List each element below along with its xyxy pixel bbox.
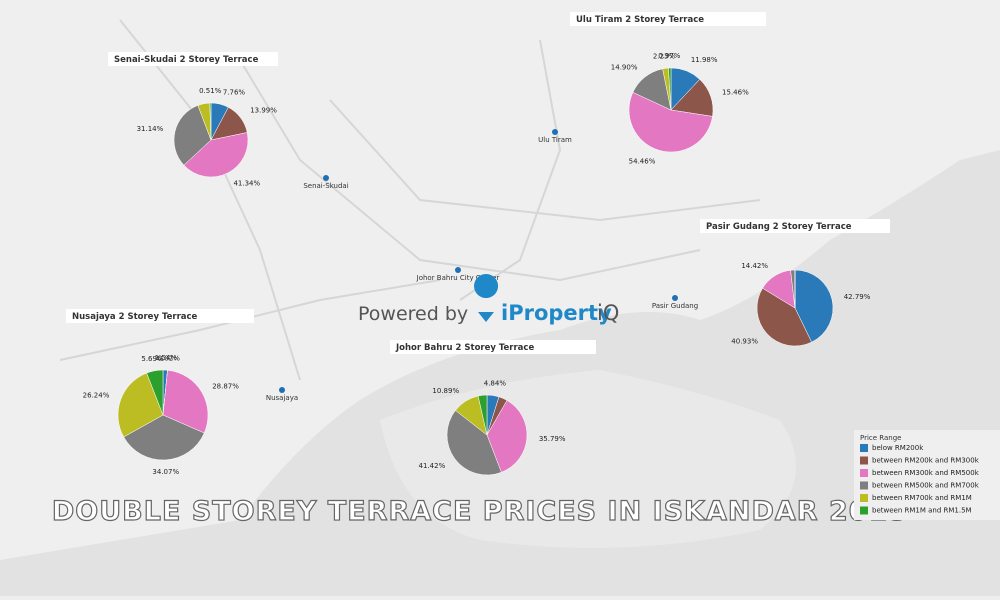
legend-title: Price Range <box>860 434 902 442</box>
legend-box <box>854 430 1000 520</box>
legend-swatch <box>860 494 868 502</box>
pie-value-label: 0.02% <box>158 354 181 362</box>
pie-value-label: 1.54% <box>155 354 178 362</box>
pie-slice <box>123 414 205 461</box>
pie-value-label: 11.98% <box>691 56 718 64</box>
pie-value-label: 54.46% <box>629 158 656 166</box>
legend-swatch <box>860 456 868 465</box>
legend-label: below RM200k <box>872 444 924 452</box>
pie-slice <box>477 394 488 436</box>
pie-title: Pasir Gudang 2 Storey Terrace <box>706 222 852 232</box>
pie-value-label: 42.79% <box>844 293 871 301</box>
place-dot <box>552 129 558 135</box>
pie-value-label: 14.90% <box>611 64 638 72</box>
pie-title: Johor Bahru 2 Storey Terrace <box>395 343 534 353</box>
pie-value-label: 15.46% <box>722 88 749 96</box>
brand-suffix: iQ <box>597 301 619 325</box>
legend-swatch <box>860 444 868 452</box>
pie-title: Nusajaya 2 Storey Terrace <box>72 312 198 322</box>
pie-value-label: 26.24% <box>83 392 110 400</box>
place-labels: Ulu Tiram Senai-Skudai Johor Bahru City Ce… <box>266 129 698 402</box>
legend-label: between RM700k and RM1M <box>872 494 972 502</box>
pie-slice <box>162 369 209 434</box>
pie-slice <box>173 105 212 166</box>
pie-value-label: 10.89% <box>432 387 459 395</box>
brand: iProperty <box>501 301 612 325</box>
pie-slice <box>794 269 834 343</box>
pie-value-label: 41.42% <box>419 462 446 470</box>
pie-title-box <box>66 309 254 323</box>
pie-slice <box>668 67 672 111</box>
legend-label: between RM1M and RM1.5M <box>872 507 972 515</box>
pie-slice <box>146 369 164 416</box>
pie-value-label: 28.87% <box>212 382 239 390</box>
pie-value-label: 31.14% <box>137 125 164 133</box>
pie-value-label: 35.79% <box>539 435 566 443</box>
pie-slice <box>756 287 812 347</box>
legend-swatch <box>860 469 868 477</box>
pie-title: Senai-Skudai 2 Storey Terrace <box>114 55 259 65</box>
legend-label: between RM200k and RM300k <box>872 457 980 465</box>
powered-by: Powered by <box>358 303 468 325</box>
pie-value-label: 2.23% <box>653 52 676 60</box>
place-label: Pasir Gudang <box>652 302 698 310</box>
place-dot <box>323 175 329 181</box>
pie-value-label: 41.34% <box>233 180 260 188</box>
pie-value-label: 7.76% <box>223 88 246 96</box>
legend: Price Range below RM200k between RM200k a… <box>854 430 1000 520</box>
pie-slice <box>117 372 164 438</box>
pie-slice <box>446 410 502 476</box>
pie-slice <box>209 102 212 141</box>
pie-slice <box>628 92 713 153</box>
pie-value-label: 4.84% <box>484 380 507 388</box>
place-label: Nusajaya <box>266 394 298 402</box>
pie-charts: Senai-Skudai 2 Storey Terrace 7.76% 13.99%… <box>66 12 890 476</box>
map-title: DOUBLE STOREY TERRACE PRICES IN ISKANDAR… <box>52 496 908 527</box>
place-label: Ulu Tiram <box>538 136 572 144</box>
roads <box>59 19 761 381</box>
place-dot <box>279 387 285 393</box>
iproperty-logo <box>474 274 499 322</box>
pie-title-box <box>108 52 278 66</box>
place-label: Senai-Skudai <box>303 182 348 190</box>
place-dot <box>455 267 461 273</box>
pie-value-label: 13.99% <box>250 107 277 115</box>
pie-value-label: 0.97% <box>658 52 681 60</box>
pie-value-label: 5.69% <box>141 355 164 363</box>
legend-swatch <box>860 506 868 515</box>
pie-value-label: 34.07% <box>152 468 179 476</box>
pie-value-label: 0.51% <box>199 87 222 95</box>
pie-value-label: 40.93% <box>731 338 758 346</box>
legend-label: between RM300k and RM500k <box>872 469 980 477</box>
legend-label: between RM500k and RM700k <box>872 482 980 490</box>
pie-slice <box>183 132 249 178</box>
place-label: Johor Bahru City Center <box>416 274 500 282</box>
pie-value-label: 14.42% <box>741 262 768 270</box>
pie-title: Ulu Tiram 2 Storey Terrace <box>576 15 704 25</box>
legend-swatch <box>860 481 868 490</box>
pie-slice <box>486 400 528 473</box>
pie-title-box <box>390 340 596 354</box>
pie-title-box <box>570 12 766 26</box>
pie-title-box <box>700 219 890 233</box>
place-dot <box>672 295 678 301</box>
